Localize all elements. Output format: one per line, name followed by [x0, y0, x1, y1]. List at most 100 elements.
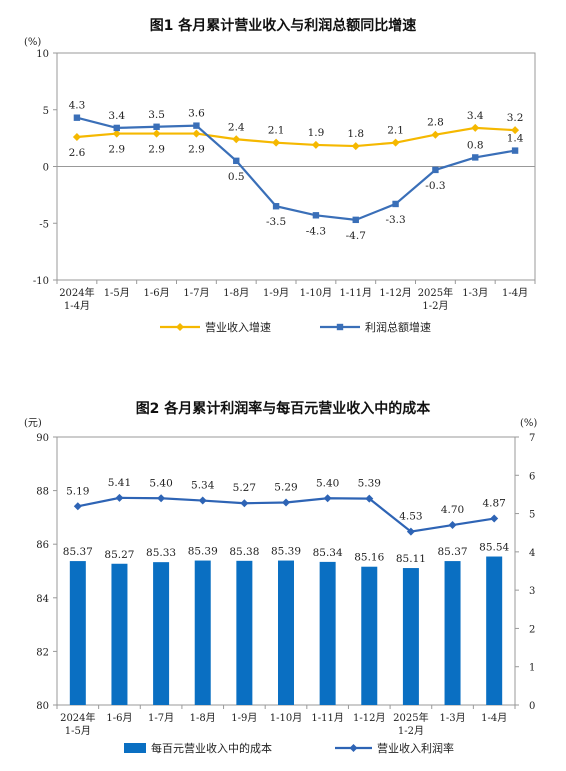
cost-per-100-bar — [236, 560, 253, 705]
chart-2-right-tick-label: 5 — [529, 510, 535, 521]
cost-per-100-data-label: 85.38 — [229, 546, 259, 558]
chart-1-y-tick-label: -10 — [33, 276, 49, 287]
cost-per-100-data-label: 85.11 — [396, 553, 426, 565]
revenue-growth-data-label: 2.9 — [108, 144, 125, 156]
profit-growth-point — [312, 212, 320, 219]
cost-per-100-bar — [402, 568, 419, 705]
chart-2-left-tick-label: 80 — [36, 701, 49, 712]
profit-margin-point — [282, 498, 290, 507]
chart-2-x-tick-label: 1-5月 — [65, 725, 91, 737]
chart-1-x-tick-label: 1-12月 — [379, 287, 411, 299]
cost-per-100-bar — [319, 561, 336, 705]
cost-per-100-data-label: 85.39 — [188, 546, 218, 558]
legend-profit-margin-label: 营业收入利润率 — [377, 741, 454, 755]
profit-margin-point — [448, 521, 457, 530]
chart-2-left-tick-label: 82 — [36, 647, 49, 658]
profit-growth-data-label: 1.4 — [507, 133, 524, 145]
profit-growth-data-label: -3.5 — [266, 216, 286, 228]
chart-1-x-tick-label: 1-4月 — [502, 287, 528, 299]
chart-2-left-unit-label: (元) — [24, 418, 42, 429]
chart-2-title: 图2 各月累计利润率与每百元营业收入中的成本 — [136, 400, 432, 417]
revenue-growth-point — [391, 138, 400, 147]
revenue-growth-line — [76, 126, 516, 148]
chart-2-left-tick-label: 84 — [36, 594, 49, 605]
cost-per-100-bar — [111, 563, 128, 705]
chart-2-right-tick-label: 1 — [529, 663, 535, 674]
profit-margin-point — [490, 514, 499, 523]
profit-margin-point — [157, 494, 166, 503]
cost-per-100-data-label: 85.16 — [354, 552, 384, 564]
chart-2-x-tick-label: 1-7月 — [148, 712, 174, 724]
chart-1-x-tick-label: 1-11月 — [340, 287, 372, 299]
revenue-growth-point — [431, 130, 440, 139]
revenue-growth-point — [152, 129, 161, 138]
chart-2: 图2 各月累计利润率与每百元营业收入中的成本 (元) (%) 808284868… — [24, 400, 537, 755]
cost-per-100-bar — [361, 566, 378, 705]
profit-margin-point — [323, 494, 332, 503]
profit-growth-point — [153, 123, 160, 130]
cost-per-100-data-label: 85.37 — [63, 546, 93, 558]
profit-growth-data-label: 4.3 — [69, 100, 86, 112]
profit-margin-point — [240, 499, 249, 508]
chart-2-x-tick-label: 2025年 — [393, 711, 428, 724]
chart-2-x-tick-label: 1-12月 — [353, 712, 385, 724]
profit-margin-point — [365, 494, 374, 503]
chart-1-x-tick-label: 1-3月 — [462, 287, 488, 299]
profit-margin-data-label: 5.34 — [191, 480, 215, 492]
cost-per-100-bar — [69, 561, 86, 705]
chart-2-x-tick-label: 1-2月 — [398, 725, 424, 737]
chart-1-x-tick-label: 2024年 — [59, 286, 94, 299]
profit-margin-data-label: 5.29 — [274, 481, 297, 493]
chart-2-right-tick-label: 6 — [529, 471, 535, 482]
cost-per-100-data-label: 85.37 — [438, 546, 468, 558]
revenue-growth-data-label: 2.8 — [427, 117, 444, 129]
profit-growth-point — [233, 157, 240, 165]
chart-2-right-tick-label: 4 — [529, 548, 535, 559]
chart-2-x-tick-label: 1-9月 — [231, 712, 257, 724]
profit-margin-data-label: 5.40 — [149, 477, 172, 489]
profit-margin-data-label: 5.41 — [108, 477, 131, 489]
profit-margin-data-label: 4.87 — [482, 498, 505, 510]
profit-growth-data-label: 3.6 — [188, 108, 205, 120]
chart-1-x-tick-label: 1-5月 — [104, 287, 130, 299]
legend-cost-per-100-swatch — [124, 743, 146, 753]
chart-1-legend: 营业收入增速 利润总额增速 — [160, 320, 431, 334]
profit-growth-point — [432, 166, 439, 174]
profit-growth-point — [352, 216, 359, 224]
revenue-growth-point — [192, 129, 201, 138]
profit-growth-point — [73, 114, 81, 121]
chart-1-y-tick-label: -5 — [39, 219, 49, 230]
revenue-growth-point — [311, 140, 320, 149]
cost-per-100-bar — [278, 560, 294, 705]
profit-margin-data-label: 5.39 — [358, 478, 381, 490]
chart-2-legend: 每百元营业收入中的成本 营业收入利润率 — [124, 741, 454, 755]
chart-1-y-tick-label: 0 — [43, 163, 49, 174]
cost-per-100-data-label: 85.27 — [104, 549, 134, 561]
legend-cost-per-100-label: 每百元营业收入中的成本 — [151, 741, 272, 755]
cost-per-100-bar — [486, 556, 503, 705]
profit-growth-data-label: -3.3 — [385, 214, 405, 226]
chart-2-right-tick-label: 7 — [529, 433, 535, 444]
chart-1-x-tick-label: 1-8月 — [223, 287, 249, 299]
cost-per-100-data-label: 85.54 — [479, 542, 509, 554]
profit-margin-data-label: 5.19 — [66, 485, 89, 497]
chart-2-x-tick-label: 2024年 — [60, 711, 95, 724]
cost-per-100-bar — [153, 562, 170, 705]
revenue-growth-data-label: 3.4 — [467, 110, 484, 122]
revenue-growth-data-label: 1.8 — [347, 128, 364, 140]
legend-revenue-growth-label: 营业收入增速 — [205, 320, 271, 334]
legend-profit-growth-marker — [336, 323, 344, 331]
profit-growth-point — [193, 122, 200, 129]
revenue-growth-data-label: 3.2 — [507, 112, 524, 124]
chart-2-x-tick-label: 1-11月 — [311, 712, 343, 724]
profit-margin-point — [73, 502, 82, 511]
revenue-growth-point — [232, 135, 241, 144]
profit-margin-data-label: 4.70 — [441, 504, 464, 516]
chart-1: 图1 各月累计营业收入与利润总额同比增速 (%) -10-505102024年1… — [24, 17, 536, 334]
profit-growth-data-label: 0.8 — [467, 139, 484, 151]
revenue-growth-point — [351, 142, 360, 151]
profit-growth-point — [113, 124, 120, 132]
